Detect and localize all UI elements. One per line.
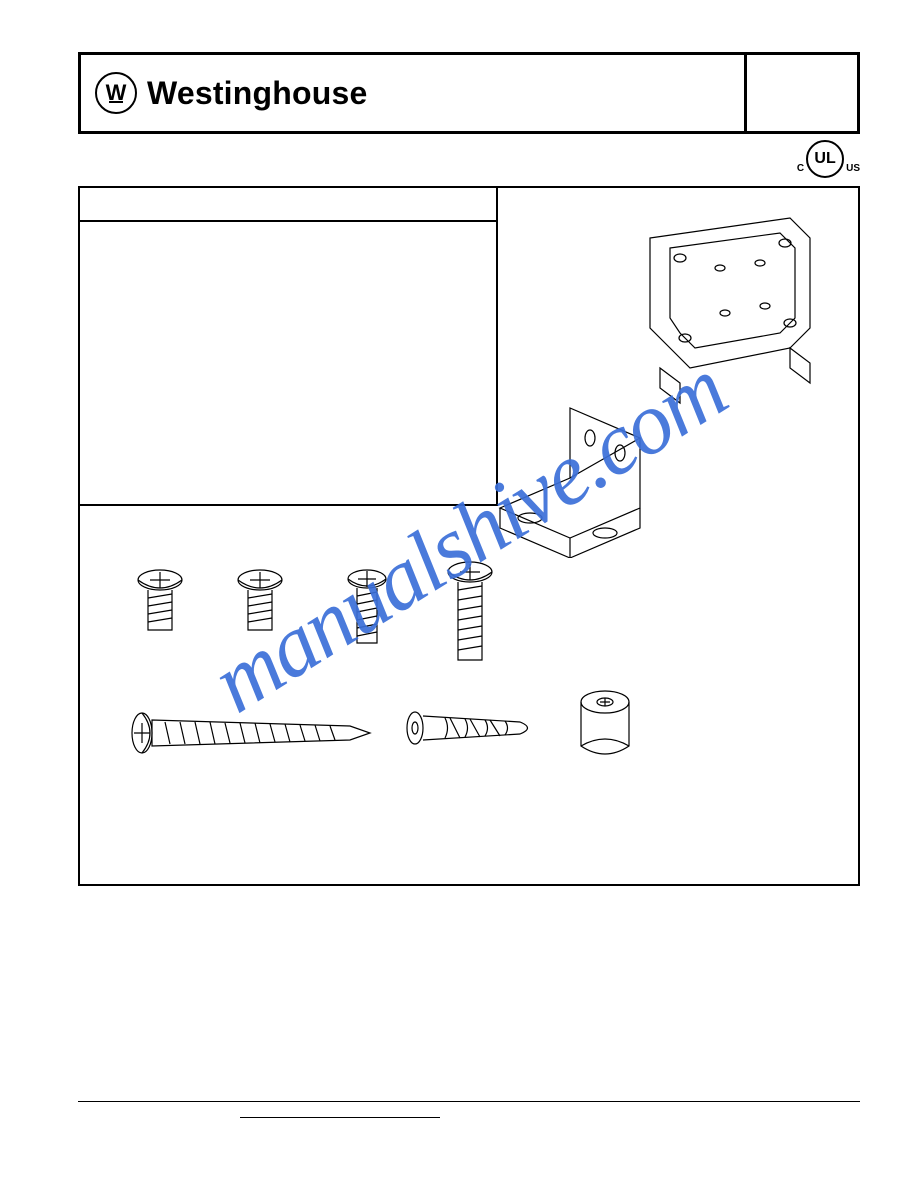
brand-name: Westinghouse — [147, 75, 368, 112]
footer-underline — [240, 1117, 440, 1118]
model-cell — [747, 55, 857, 131]
spacer-icon — [570, 688, 640, 773]
parts-list-table — [78, 186, 498, 506]
ul-c: C — [797, 163, 804, 178]
logo-letter: W — [106, 80, 127, 106]
title-block: W Westinghouse — [78, 52, 860, 134]
ul-circle: UL — [806, 140, 844, 178]
brand-cell: W Westinghouse — [81, 55, 747, 131]
screw-long-icon — [440, 560, 500, 685]
westinghouse-logo-icon: W — [95, 72, 137, 114]
ul-text: UL — [814, 150, 835, 168]
footer-rule — [78, 1101, 860, 1102]
screw-short-2-icon — [230, 568, 290, 663]
ul-listed-icon: C UL US — [797, 140, 860, 178]
page-frame: W Westinghouse C UL US manualshive.com — [78, 52, 860, 886]
wood-screw-icon — [120, 698, 380, 773]
ul-us: US — [846, 163, 860, 178]
wall-bracket-icon — [480, 388, 680, 563]
certification-row: C UL US — [78, 134, 860, 186]
parts-list-header — [80, 188, 496, 222]
screw-short-1-icon — [130, 568, 190, 663]
parts-figure: manualshive.com — [78, 186, 860, 886]
screw-med-icon — [340, 568, 395, 673]
wall-anchor-icon — [400, 698, 550, 763]
